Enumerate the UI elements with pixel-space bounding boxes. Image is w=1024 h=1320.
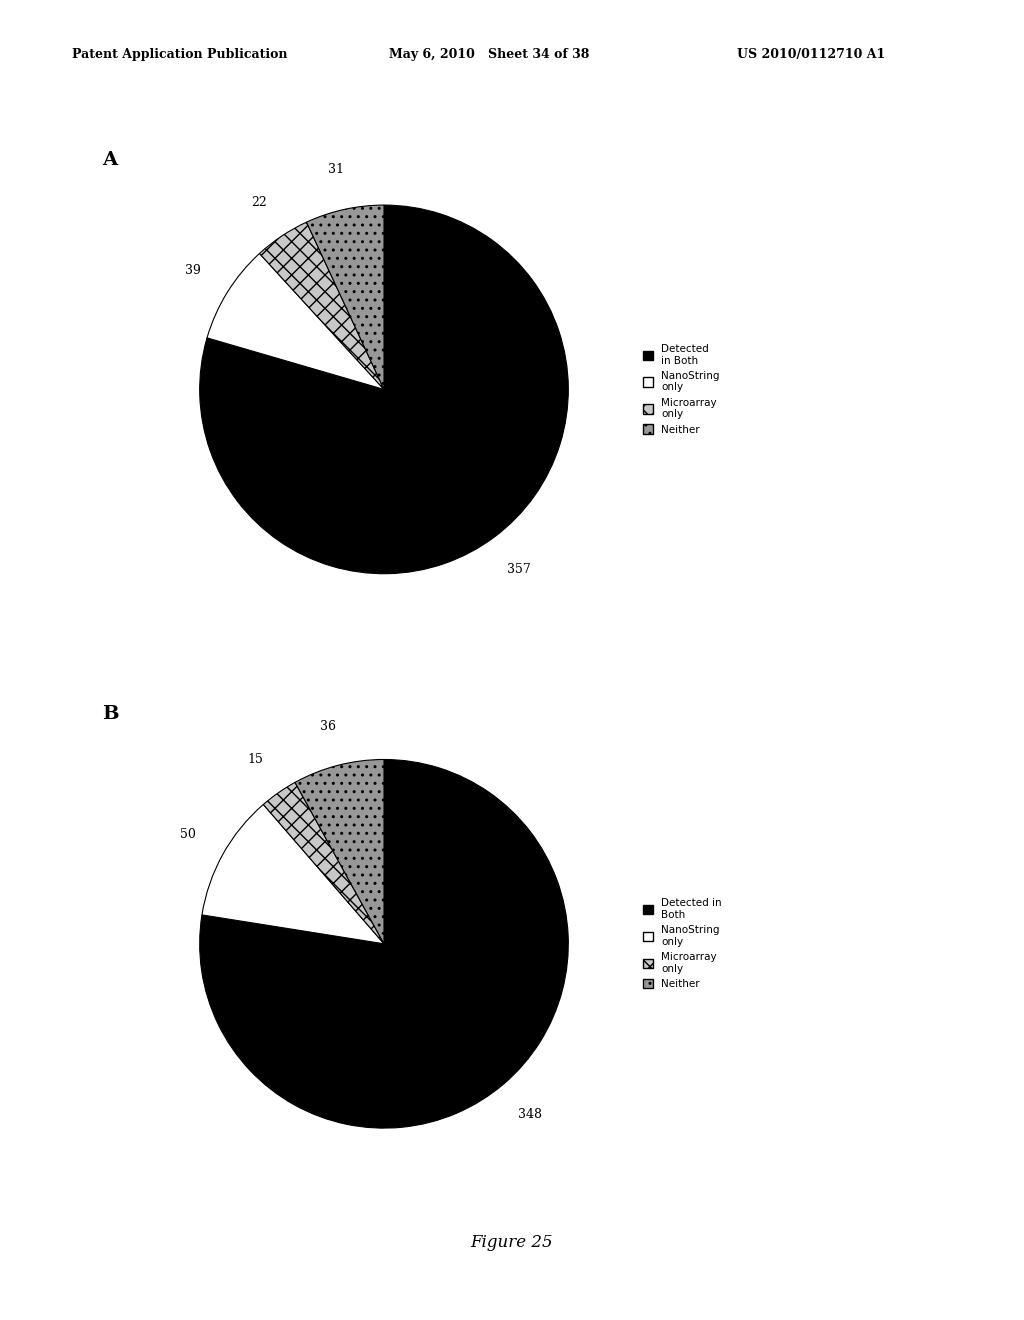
Text: 15: 15 — [248, 752, 263, 766]
Wedge shape — [263, 783, 384, 944]
Text: 39: 39 — [185, 264, 201, 277]
Text: US 2010/0112710 A1: US 2010/0112710 A1 — [737, 48, 886, 61]
Wedge shape — [295, 759, 384, 944]
Text: Patent Application Publication: Patent Application Publication — [72, 48, 287, 61]
Text: 348: 348 — [518, 1109, 542, 1121]
Legend: Detected in
Both, NanoString
only, Microarray
only, Neither: Detected in Both, NanoString only, Micro… — [643, 899, 722, 989]
Text: B: B — [102, 705, 119, 723]
Text: 50: 50 — [179, 828, 196, 841]
Wedge shape — [200, 205, 568, 574]
Wedge shape — [207, 253, 384, 389]
Text: 22: 22 — [252, 195, 267, 209]
Wedge shape — [259, 222, 384, 389]
Legend: Detected
in Both, NanoString
only, Microarray
only, Neither: Detected in Both, NanoString only, Micro… — [643, 345, 720, 434]
Text: 357: 357 — [507, 562, 530, 576]
Wedge shape — [200, 759, 568, 1129]
Wedge shape — [202, 804, 384, 944]
Wedge shape — [306, 205, 384, 389]
Text: 31: 31 — [328, 164, 344, 177]
Text: Figure 25: Figure 25 — [471, 1234, 553, 1251]
Text: May 6, 2010   Sheet 34 of 38: May 6, 2010 Sheet 34 of 38 — [389, 48, 590, 61]
Text: A: A — [102, 150, 118, 169]
Text: 36: 36 — [319, 719, 336, 733]
